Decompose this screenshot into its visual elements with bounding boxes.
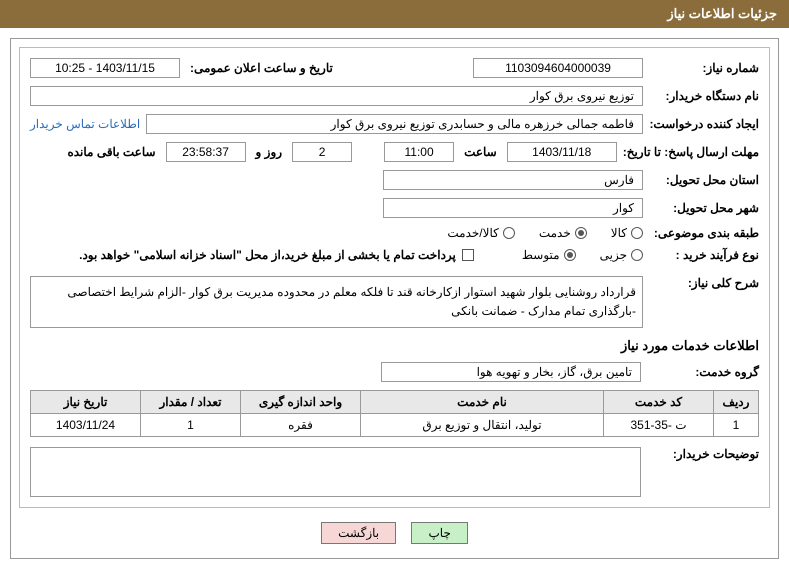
purchase-minor-label: جزیی — [600, 248, 627, 262]
row-buyer-notes: توضیحات خریدار: — [30, 447, 759, 497]
th-date: تاریخ نیاز — [31, 391, 141, 414]
cell-row: 1 — [714, 414, 759, 437]
category-service-radio[interactable]: خدمت — [539, 226, 587, 240]
category-service-label: خدمت — [539, 226, 571, 240]
buyer-org-label: نام دستگاه خریدار: — [649, 89, 759, 103]
deadline-hms: 23:58:37 — [166, 142, 246, 162]
deadline-date: 1403/11/18 — [507, 142, 617, 162]
back-button[interactable]: بازگشت — [321, 522, 396, 544]
purchase-medium-label: متوسط — [522, 248, 560, 262]
details-panel: شماره نیاز: 1103094604000039 تاریخ و ساع… — [19, 47, 770, 508]
service-group-label: گروه خدمت: — [649, 365, 759, 379]
radio-icon — [575, 227, 587, 239]
need-desc-label: شرح کلی نیاز: — [649, 276, 759, 290]
deadline-days-label: روز و — [256, 145, 283, 159]
panel-header: جزئیات اطلاعات نیاز — [0, 0, 789, 28]
announce-label: تاریخ و ساعت اعلان عمومی: — [190, 61, 333, 75]
buyer-notes-label: توضیحات خریدار: — [649, 447, 759, 461]
panel-title: جزئیات اطلاعات نیاز — [667, 6, 777, 21]
buyer-org-value: توزیع نیروی برق کوار — [30, 86, 643, 106]
need-number-label: شماره نیاز: — [649, 61, 759, 75]
th-unit: واحد اندازه گیری — [241, 391, 361, 414]
cell-unit: فقره — [241, 414, 361, 437]
row-service-group: گروه خدمت: تامین برق، گاز، بخار و تهویه … — [30, 362, 759, 382]
purchase-medium-radio[interactable]: متوسط — [522, 248, 576, 262]
radio-icon — [503, 227, 515, 239]
category-goods-radio[interactable]: کالا — [611, 226, 643, 240]
radio-icon — [631, 249, 643, 261]
row-requester: ایجاد کننده درخواست: فاطمه جمالی خرزهره … — [30, 114, 759, 134]
requester-value: فاطمه جمالی خرزهره مالی و حسابدری توزیع … — [146, 114, 643, 134]
row-need-desc: شرح کلی نیاز: قرارداد روشنایی بلوار شهید… — [30, 276, 759, 328]
cell-date: 1403/11/24 — [31, 414, 141, 437]
cell-code: ت -35-351 — [604, 414, 714, 437]
purchase-minor-radio[interactable]: جزیی — [600, 248, 643, 262]
th-code: کد خدمت — [604, 391, 714, 414]
print-button[interactable]: چاپ — [411, 522, 467, 544]
announce-value: 1403/11/15 - 10:25 — [30, 58, 180, 78]
services-table: ردیف کد خدمت نام خدمت واحد اندازه گیری ت… — [30, 390, 759, 437]
main-panel: شماره نیاز: 1103094604000039 تاریخ و ساع… — [10, 38, 779, 559]
cell-qty: 1 — [141, 414, 241, 437]
category-goods-label: کالا — [611, 226, 627, 240]
deadline-days: 2 — [292, 142, 352, 162]
category-label: طبقه بندی موضوعی: — [649, 226, 759, 240]
row-category: طبقه بندی موضوعی: کالا خدمت کالا/خدمت — [30, 226, 759, 240]
category-both-radio[interactable]: کالا/خدمت — [447, 226, 514, 240]
th-name: نام خدمت — [361, 391, 604, 414]
table-header-row: ردیف کد خدمت نام خدمت واحد اندازه گیری ت… — [31, 391, 759, 414]
city-value: کوار — [383, 198, 643, 218]
radio-icon — [564, 249, 576, 261]
services-section-title: اطلاعات خدمات مورد نیاز — [30, 338, 759, 354]
th-qty: تعداد / مقدار — [141, 391, 241, 414]
row-need-number: شماره نیاز: 1103094604000039 تاریخ و ساع… — [30, 58, 759, 78]
province-value: فارس — [383, 170, 643, 190]
treasury-note: پرداخت تمام یا بخشی از مبلغ خرید،از محل … — [79, 248, 456, 262]
radio-icon — [631, 227, 643, 239]
th-row: ردیف — [714, 391, 759, 414]
city-label: شهر محل تحویل: — [649, 201, 759, 215]
cell-name: تولید، انتقال و توزیع برق — [361, 414, 604, 437]
need-number-value: 1103094604000039 — [473, 58, 643, 78]
row-purchase-type: نوع فرآیند خرید : جزیی متوسط پرداخت تمام… — [30, 248, 759, 262]
treasury-checkbox[interactable] — [462, 249, 474, 261]
deadline-time: 11:00 — [384, 142, 454, 162]
province-label: استان محل تحویل: — [649, 173, 759, 187]
buyer-contact-link[interactable]: اطلاعات تماس خریدار — [30, 117, 140, 131]
service-group-value: تامین برق، گاز، بخار و تهویه هوا — [381, 362, 641, 382]
row-province: استان محل تحویل: فارس — [30, 170, 759, 190]
deadline-time-label: ساعت — [464, 145, 497, 159]
row-deadline: مهلت ارسال پاسخ: تا تاریخ: 1403/11/18 سا… — [30, 142, 759, 162]
buyer-notes-text — [30, 447, 641, 497]
row-buyer-org: نام دستگاه خریدار: توزیع نیروی برق کوار — [30, 86, 759, 106]
purchase-type-label: نوع فرآیند خرید : — [649, 248, 759, 262]
table-row: 1 ت -35-351 تولید، انتقال و توزیع برق فق… — [31, 414, 759, 437]
deadline-label: مهلت ارسال پاسخ: تا تاریخ: — [623, 145, 759, 159]
requester-label: ایجاد کننده درخواست: — [649, 117, 759, 131]
category-both-label: کالا/خدمت — [447, 226, 498, 240]
row-city: شهر محل تحویل: کوار — [30, 198, 759, 218]
deadline-remain-label: ساعت باقی مانده — [67, 145, 155, 159]
need-desc-text: قرارداد روشنایی بلوار شهید استوار ازکارخ… — [30, 276, 643, 328]
footer-buttons: چاپ بازگشت — [19, 522, 770, 544]
